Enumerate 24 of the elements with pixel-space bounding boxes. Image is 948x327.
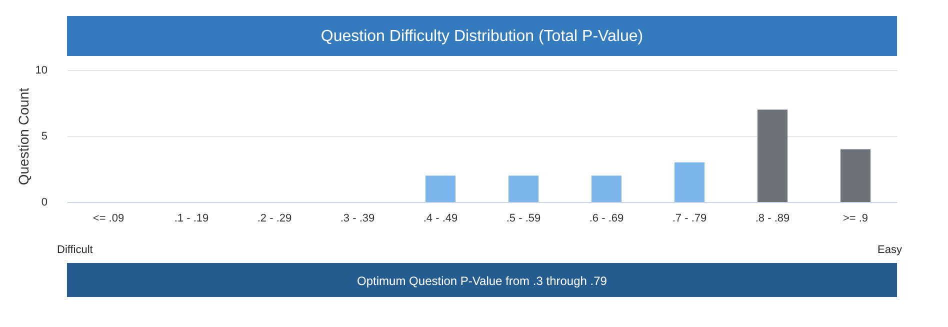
x-tick-label: .7 - .79 xyxy=(672,212,707,224)
x-tick-label: .1 - .19 xyxy=(174,212,209,224)
y-tick-label: 5 xyxy=(41,130,48,142)
bar xyxy=(426,176,456,202)
text: Easy xyxy=(878,244,902,256)
x-tick-label: <= .09 xyxy=(92,212,124,224)
bar xyxy=(758,110,788,202)
x-tick-label: .4 - .49 xyxy=(423,212,458,224)
bar xyxy=(674,162,704,202)
text: Optimum Question P-Value from .3 through .79 xyxy=(357,274,608,288)
x-tick-label: .5 - .59 xyxy=(506,212,541,224)
y-tick-label: 0 xyxy=(41,196,48,208)
bar xyxy=(840,149,870,202)
chart-title: Question Difficulty Distribution (Total P-Value) xyxy=(320,28,644,45)
x-tick-label: .2 - .29 xyxy=(257,212,292,224)
x-tick-label: .6 - .69 xyxy=(589,212,624,224)
text: Difficult xyxy=(57,244,93,256)
x-tick-label: >= .9 xyxy=(842,212,868,224)
x-tick-label: .8 - .89 xyxy=(755,212,790,224)
y-axis-title: Question Count xyxy=(15,88,32,186)
bar xyxy=(508,176,538,202)
bar xyxy=(592,176,622,202)
y-tick-label: 10 xyxy=(35,64,48,76)
x-tick-label: .3 - .39 xyxy=(340,212,375,224)
